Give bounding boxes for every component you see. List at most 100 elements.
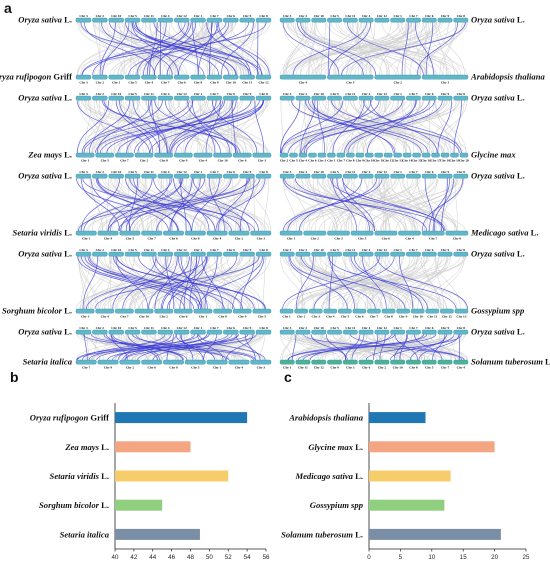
- background-link: [336, 22, 427, 76]
- background-link: [404, 22, 413, 76]
- top-chromosome-label-chr-10: Chr 10: [314, 14, 324, 18]
- bottom-chromosome-label-chr-7: Chr 7: [120, 158, 129, 162]
- top-chromosome-label-chr-1: Chr 1: [394, 326, 403, 330]
- top-chromosome-chr-11: [141, 173, 157, 179]
- collinear-link: [232, 256, 265, 310]
- top-chromosome-chr-2: [92, 251, 108, 257]
- background-link: [349, 334, 358, 361]
- collinear-link: [336, 178, 370, 232]
- top-chromosome-chr-9: [437, 251, 453, 257]
- background-link: [111, 178, 194, 232]
- bottom-chromosome-chr-8: [406, 359, 421, 365]
- collinear-link: [112, 333, 229, 361]
- species-bottom-genus: Solanum tuberosum: [471, 357, 543, 367]
- bottom-chromosome-chr-7: [421, 230, 445, 236]
- top-chromosome-label-chr-4: Chr 4: [362, 326, 371, 330]
- x-tick-label-25: 25: [523, 554, 530, 561]
- background-link: [386, 22, 468, 76]
- collinear-link: [82, 178, 256, 232]
- background-link: [438, 334, 452, 361]
- top-chromosome-chr-3: [75, 173, 92, 179]
- top-chromosome-label-chr-4: Chr 4: [161, 170, 170, 174]
- background-link: [322, 178, 372, 232]
- collinear-link: [82, 334, 166, 361]
- background-link: [302, 256, 429, 310]
- top-chromosome-label-chr-1: Chr 1: [194, 170, 203, 174]
- bottom-chromosome-chr-9: [327, 359, 342, 365]
- top-chromosome-label-chr-1: Chr 1: [394, 248, 403, 252]
- top-chromosome-chr-3: [279, 17, 295, 23]
- top-chromosome-label-chr-1: Chr 1: [194, 92, 203, 96]
- bar-label-authority: L.: [99, 442, 109, 452]
- background-link: [117, 100, 171, 154]
- bottom-chromosome-chr-5: [289, 152, 298, 158]
- bottom-chromosome-chr-9: [97, 359, 119, 365]
- bottom-chromosome-chr-3: [252, 152, 272, 158]
- bottom-chromosome-label-chr-11: Chr 11: [242, 80, 252, 84]
- background-link: [293, 334, 319, 361]
- bottom-chromosome-chr-11: [295, 359, 311, 365]
- collinear-link: [282, 178, 375, 232]
- bottom-chromosome-chr-4: [206, 230, 228, 236]
- top-chromosome-label-chr-6: Chr 6: [425, 326, 434, 330]
- background-link: [371, 178, 448, 232]
- background-link: [399, 178, 433, 232]
- bar-label-genus: Glycine max: [308, 442, 353, 452]
- top-chromosome-label-chr-12: Chr 12: [377, 14, 387, 18]
- background-link: [435, 178, 463, 232]
- collinear-link: [124, 333, 257, 361]
- background-link: [180, 22, 242, 76]
- bottom-chromosome-chr-1: [279, 308, 294, 314]
- background-link: [411, 178, 438, 232]
- background-link: [424, 334, 427, 361]
- synteny-block-right-5: Chr 3 Chr 2 Chr 10 Chr 5 Chr 11 Chr 4 Chr 12 Ch…: [279, 326, 550, 369]
- top-chromosome-label-chr-1: Chr 1: [194, 248, 203, 252]
- bottom-chromosome-chr-3: [250, 359, 272, 365]
- background-link: [396, 22, 424, 76]
- background-link: [136, 100, 151, 154]
- bottom-chromosome-chr-20: [459, 152, 469, 158]
- top-chromosome-chr-9: [437, 17, 453, 23]
- background-link: [142, 178, 152, 232]
- background-link: [299, 256, 382, 310]
- top-chromosome-chr-1: [390, 251, 406, 257]
- background-link: [315, 22, 372, 76]
- top-chromosome-label-chr-5: Chr 5: [128, 326, 137, 330]
- collinear-link: [86, 256, 207, 310]
- bar-label-authority: L.: [353, 529, 363, 539]
- bottom-chromosome-label-chr-8: Chr 8: [453, 236, 462, 240]
- bottom-chromosome-chr-4: [323, 308, 338, 314]
- bottom-chromosome-chr-6: [352, 308, 367, 314]
- bottom-chromosome-chr-11: [374, 152, 383, 158]
- collinear-link: [110, 334, 158, 361]
- top-chromosome-label-chr-9: Chr 9: [243, 326, 252, 330]
- bottom-chromosome-chr-2: [92, 74, 108, 80]
- collinear-link: [198, 334, 266, 361]
- bottom-chromosome-label-chr-10: Chr 10: [139, 314, 149, 318]
- species-bottom: Setaria italica: [23, 357, 73, 367]
- top-chromosome-chr-2: [295, 173, 311, 179]
- synteny-block-left-5: Chr 3 Chr 2 Chr 10 Chr 5 Chr 11 Chr 4 Chr 12 Ch…: [18, 326, 272, 369]
- species-top-authority: L.: [515, 327, 525, 337]
- species-top-authority: L.: [62, 327, 72, 337]
- bar-label-sorghum-bicolor: Sorghum bicolor L.: [39, 500, 109, 510]
- background-link: [435, 256, 461, 310]
- background-link: [288, 334, 353, 361]
- background-link: [225, 178, 259, 232]
- background-link: [301, 256, 316, 310]
- collinear-link: [390, 334, 455, 361]
- top-chromosome-chr-7: [406, 329, 421, 335]
- top-chromosome-chr-8: [255, 329, 272, 335]
- collinear-link: [288, 100, 403, 154]
- top-chromosome-chr-4: [358, 329, 374, 335]
- background-link: [189, 22, 267, 76]
- background-link: [281, 334, 388, 361]
- background-link: [405, 22, 408, 76]
- background-link: [296, 256, 445, 310]
- synteny-block-left-3: Chr 3 Chr 2 Chr 10 Chr 5 Chr 11 Chr 4 Chr 12 Ch…: [13, 170, 272, 240]
- collinear-link: [304, 100, 396, 154]
- top-chromosome-chr-8: [255, 173, 272, 179]
- bottom-chromosome-chr-7: [336, 152, 346, 158]
- synteny-block-left-4: Chr 3 Chr 2 Chr 10 Chr 5 Chr 11 Chr 4 Chr 12 Ch…: [2, 248, 272, 318]
- synteny-links: [280, 256, 468, 310]
